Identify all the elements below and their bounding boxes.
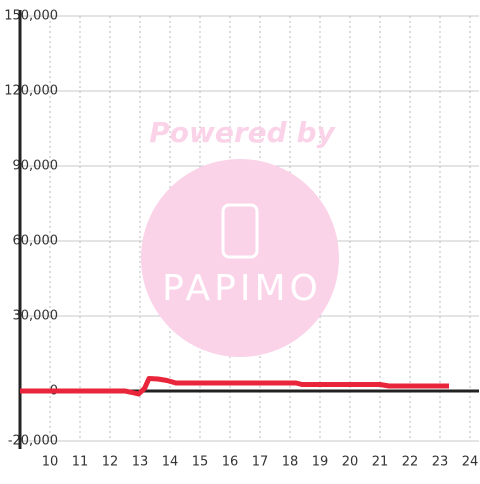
- x-tick-label: 11: [72, 455, 89, 470]
- watermark-text: Powered by: [149, 116, 336, 149]
- y-tick-label: 90,000: [13, 159, 59, 174]
- y-tick-label: -20,000: [8, 434, 58, 449]
- x-tick-label: 12: [102, 455, 119, 470]
- x-tick-label: 20: [342, 455, 359, 470]
- data-line: [20, 376, 449, 397]
- x-tick-label: 19: [312, 455, 329, 470]
- y-tick-label: 150,000: [4, 9, 58, 24]
- x-tick-label: 16: [222, 455, 239, 470]
- x-tick-label: 18: [282, 455, 299, 470]
- watermark-logo: PAPIMO: [162, 268, 322, 309]
- x-tick-label: 13: [132, 455, 149, 470]
- x-tick-label: 15: [192, 455, 209, 470]
- y-tick-label: 30,000: [13, 309, 59, 324]
- x-tick-label: 21: [372, 455, 389, 470]
- x-tick-label: 14: [162, 455, 179, 470]
- y-tick-label: 120,000: [4, 84, 58, 99]
- watermark-icon: [221, 203, 259, 259]
- x-tick-label: 23: [432, 455, 449, 470]
- x-tick-label: 10: [42, 455, 59, 470]
- x-tick-label: 22: [402, 455, 419, 470]
- y-tick-label: 60,000: [13, 234, 59, 249]
- x-tick-label: 24: [462, 455, 479, 470]
- grid: [20, 15, 479, 442]
- x-tick-label: 17: [252, 455, 269, 470]
- plot: -20,000030,00060,00090,000120,000150,000…: [4, 9, 479, 470]
